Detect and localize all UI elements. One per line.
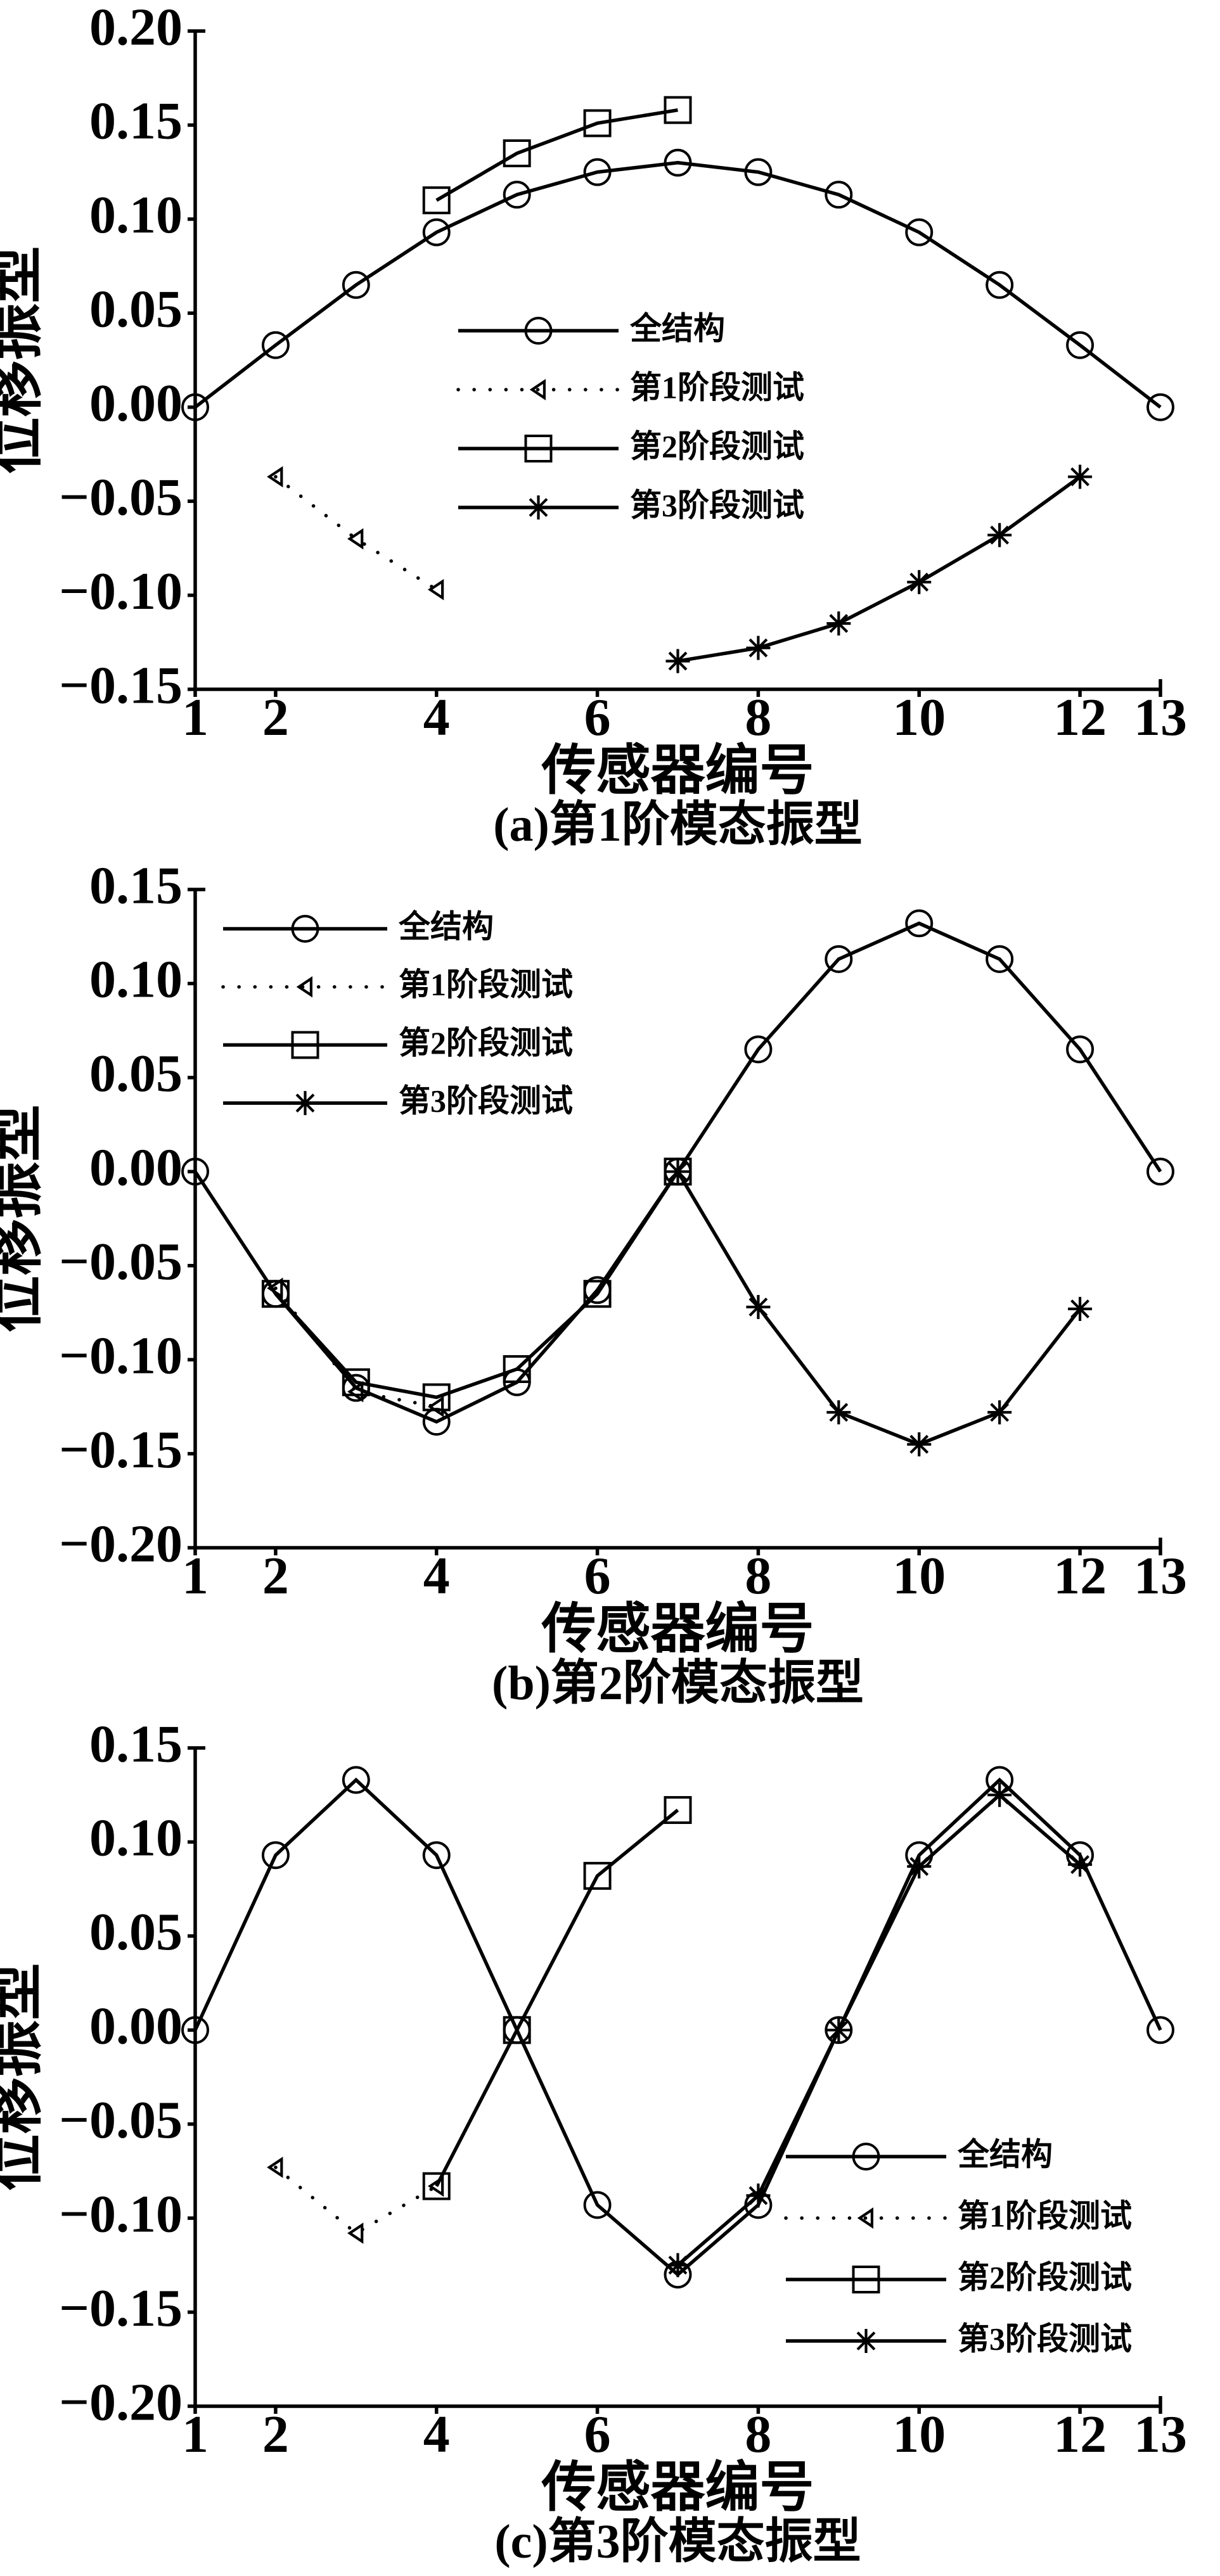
svg-text:0.10: 0.10: [89, 1809, 183, 1868]
svg-text:8: 8: [745, 688, 771, 747]
svg-text:0.15: 0.15: [89, 856, 183, 915]
svg-text:0.15: 0.15: [89, 1714, 183, 1773]
svg-text:0.20: 0.20: [89, 0, 183, 56]
svg-text:13: 13: [1134, 2405, 1187, 2464]
svg-text:第2阶段测试: 第2阶段测试: [399, 1025, 573, 1061]
svg-text:0.15: 0.15: [89, 92, 183, 151]
svg-text:第1阶段测试: 第1阶段测试: [958, 2198, 1132, 2233]
svg-text:2: 2: [262, 1546, 289, 1605]
svg-text:0.10: 0.10: [89, 186, 183, 245]
svg-text:10: 10: [892, 2405, 946, 2464]
svg-text:−0.20: −0.20: [59, 2373, 183, 2432]
svg-text:0.05: 0.05: [89, 280, 183, 339]
svg-text:13: 13: [1134, 1546, 1187, 1605]
svg-text:−0.10: −0.10: [59, 2184, 183, 2243]
svg-text:1: 1: [182, 2405, 209, 2464]
svg-text:10: 10: [892, 1546, 946, 1605]
svg-text:4: 4: [423, 688, 450, 747]
svg-text:全结构: 全结构: [957, 2136, 1053, 2172]
svg-text:第3阶段测试: 第3阶段测试: [630, 487, 804, 523]
svg-text:−0.15: −0.15: [59, 2279, 183, 2338]
svg-text:(b)第2阶模态振型: (b)第2阶模态振型: [492, 1657, 864, 1710]
svg-text:0.05: 0.05: [89, 1044, 183, 1103]
svg-text:−0.15: −0.15: [59, 1420, 183, 1479]
svg-text:−0.05: −0.05: [59, 468, 183, 526]
svg-text:(a)第1阶模态振型: (a)第1阶模态振型: [493, 798, 863, 851]
svg-text:12: 12: [1053, 1546, 1107, 1605]
svg-text:12: 12: [1053, 2405, 1107, 2464]
svg-text:8: 8: [745, 1546, 771, 1605]
svg-text:−0.20: −0.20: [59, 1514, 183, 1573]
svg-text:6: 6: [584, 688, 611, 747]
svg-text:全结构: 全结构: [398, 909, 494, 944]
svg-text:全结构: 全结构: [629, 310, 725, 346]
svg-text:第2阶段测试: 第2阶段测试: [958, 2259, 1132, 2295]
svg-text:传感器编号: 传感器编号: [541, 1598, 814, 1659]
svg-text:0.00: 0.00: [89, 1138, 183, 1197]
svg-text:13: 13: [1134, 688, 1187, 747]
svg-text:0.00: 0.00: [89, 1997, 183, 2056]
svg-text:4: 4: [423, 1546, 450, 1605]
svg-text:传感器编号: 传感器编号: [541, 740, 814, 801]
svg-text:第2阶段测试: 第2阶段测试: [630, 428, 804, 464]
svg-text:−0.10: −0.10: [59, 562, 183, 621]
svg-text:6: 6: [584, 1546, 611, 1605]
svg-text:位移振型: 位移振型: [0, 1105, 48, 1333]
svg-text:12: 12: [1053, 688, 1107, 747]
svg-text:位移振型: 位移振型: [0, 1963, 48, 2191]
svg-text:0.10: 0.10: [89, 950, 183, 1009]
svg-text:第1阶段测试: 第1阶段测试: [630, 369, 804, 405]
svg-text:−0.15: −0.15: [59, 656, 183, 715]
svg-text:−0.05: −0.05: [59, 1232, 183, 1291]
svg-text:(c)第3阶模态振型: (c)第3阶模态振型: [494, 2515, 861, 2568]
svg-text:6: 6: [584, 2405, 611, 2464]
svg-text:2: 2: [262, 2405, 289, 2464]
svg-text:1: 1: [182, 688, 209, 747]
svg-text:传感器编号: 传感器编号: [541, 2457, 814, 2518]
svg-text:1: 1: [182, 1546, 209, 1605]
svg-text:−0.05: −0.05: [59, 2091, 183, 2150]
svg-text:第1阶段测试: 第1阶段测试: [399, 967, 573, 1002]
svg-text:位移振型: 位移振型: [0, 246, 48, 475]
svg-text:第3阶段测试: 第3阶段测试: [958, 2321, 1132, 2356]
svg-text:4: 4: [423, 2405, 450, 2464]
svg-text:0.05: 0.05: [89, 1903, 183, 1961]
svg-text:8: 8: [745, 2405, 771, 2464]
svg-text:10: 10: [892, 688, 946, 747]
svg-text:第3阶段测试: 第3阶段测试: [399, 1083, 573, 1119]
svg-text:2: 2: [262, 688, 289, 747]
svg-text:0.00: 0.00: [89, 374, 183, 433]
svg-text:−0.10: −0.10: [59, 1326, 183, 1385]
